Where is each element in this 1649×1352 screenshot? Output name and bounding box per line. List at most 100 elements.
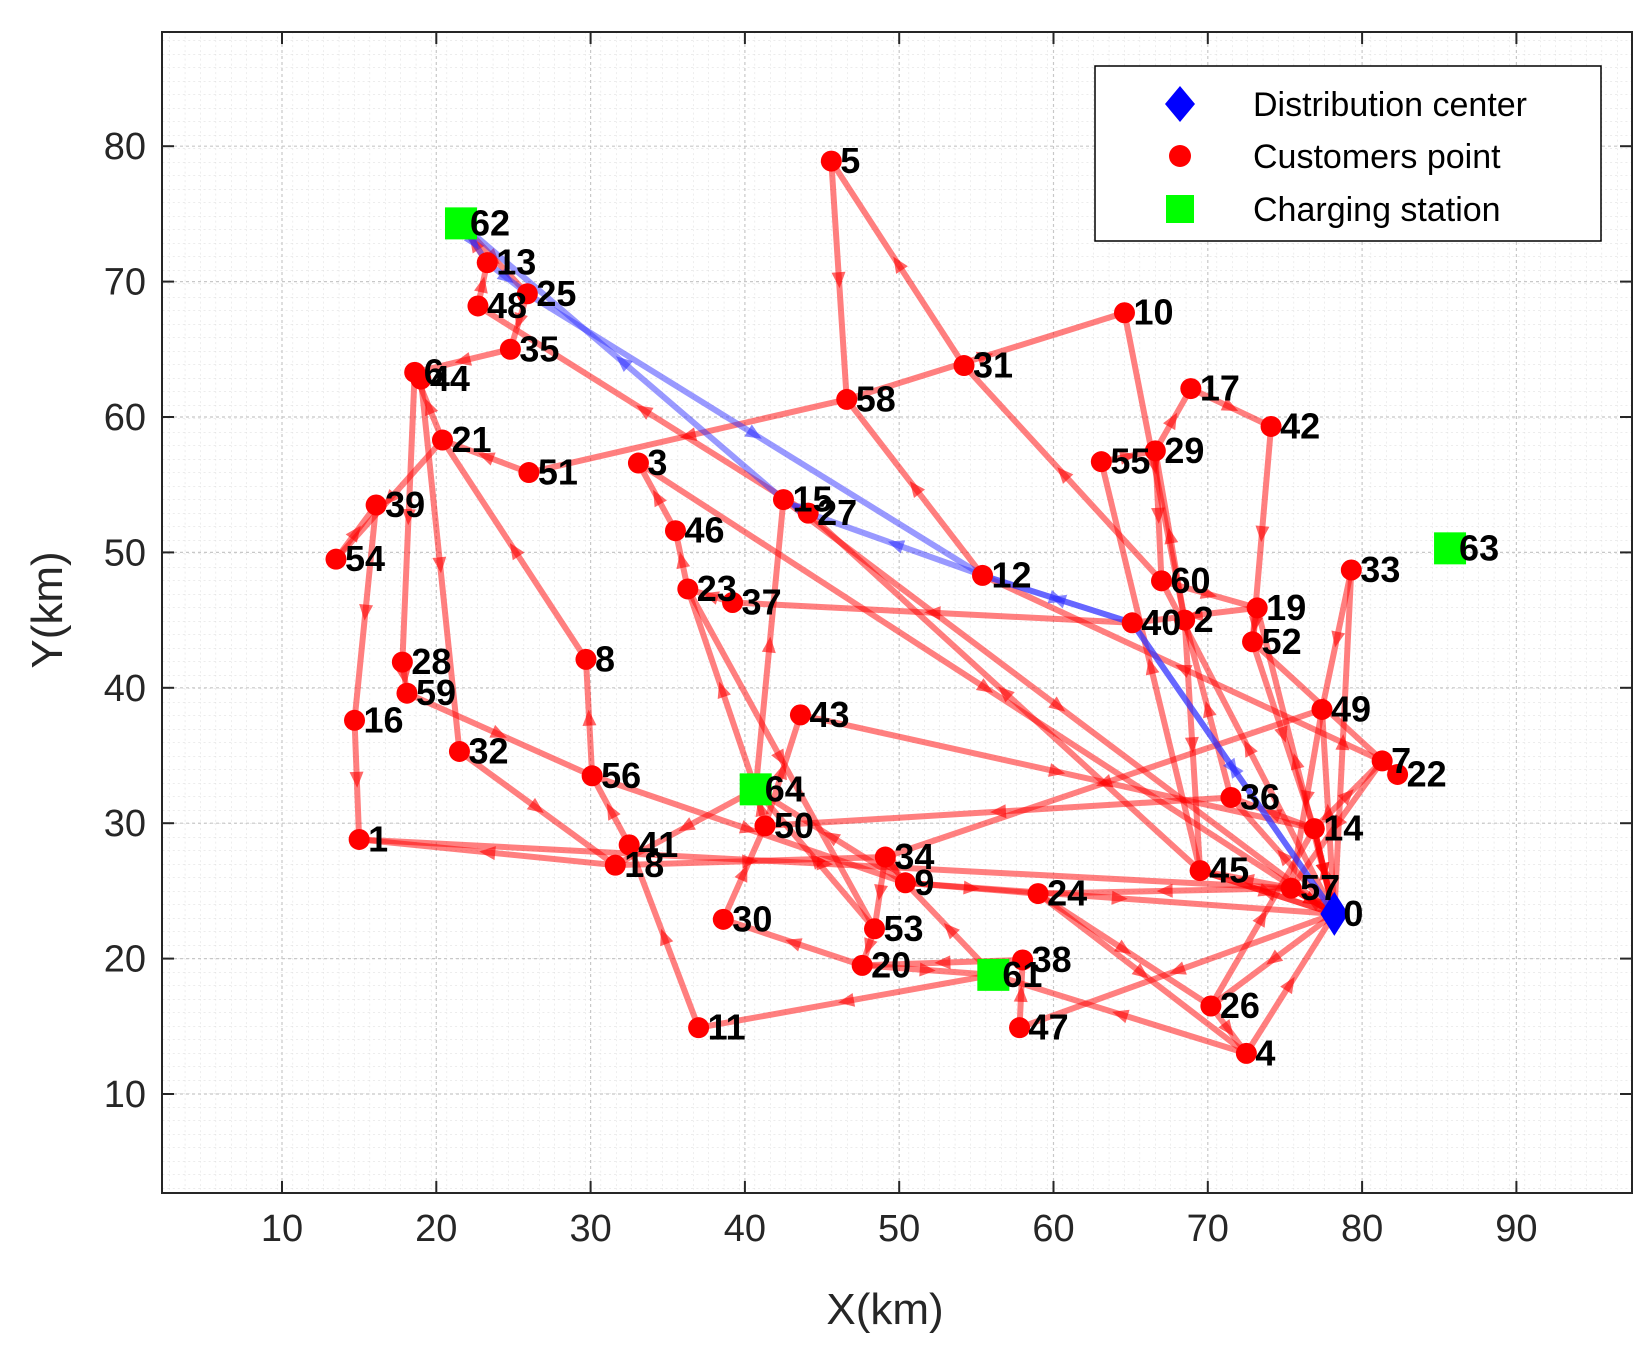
point-label-35: 35 <box>519 328 559 369</box>
customer-point-47 <box>1009 1017 1031 1039</box>
y-tick-label-20: 20 <box>104 939 146 981</box>
route-3-arrow-1 <box>1057 467 1074 484</box>
route-7-arrow-6 <box>514 311 528 330</box>
customer-point-51 <box>518 462 540 484</box>
point-label-32: 32 <box>468 730 508 771</box>
customer-point-34 <box>874 846 896 868</box>
route-6-arrow-2 <box>934 955 951 970</box>
route-5-arrow-8 <box>582 709 597 726</box>
point-label-26: 26 <box>1220 985 1260 1026</box>
y-axis-title: Y(km) <box>23 551 72 668</box>
point-label-22: 22 <box>1407 753 1447 794</box>
point-label-43: 43 <box>809 694 849 735</box>
customer-point-29 <box>1144 440 1166 462</box>
route-2-arrow-7 <box>1199 585 1218 599</box>
x-tick-label-10: 10 <box>261 1208 303 1250</box>
y-tick-label-50: 50 <box>104 532 146 574</box>
route-8-arrow-2 <box>874 883 889 901</box>
point-label-50: 50 <box>774 805 814 846</box>
route-8-arrow-3 <box>864 937 878 955</box>
route-1-arrow-5 <box>1220 397 1239 411</box>
route-8-arrow-4 <box>919 962 936 977</box>
point-label-42: 42 <box>1280 405 1320 446</box>
route-8-arrow-6 <box>823 831 842 847</box>
point-label-63: 63 <box>1459 527 1499 568</box>
point-label-1: 1 <box>368 818 388 859</box>
route-6-arrow-1 <box>1013 985 1028 1003</box>
customer-point-17 <box>1180 378 1202 400</box>
charging-station-63 <box>1434 532 1467 565</box>
customer-point-53 <box>864 918 886 940</box>
route-8-arrow-9 <box>653 489 667 508</box>
route-5-arrow-4 <box>1112 1009 1130 1024</box>
route-1-arrow-4 <box>1163 412 1178 431</box>
route-8-arrow-1 <box>1096 774 1114 788</box>
route-4-arrow-10 <box>349 771 364 788</box>
point-label-5: 5 <box>840 140 860 181</box>
customer-point-31 <box>953 355 975 377</box>
point-label-25: 25 <box>536 273 576 314</box>
route-4-arrow-3 <box>1175 664 1193 678</box>
route-1-arrow-2 <box>1203 701 1217 719</box>
route-7-arrow-12 <box>963 880 980 895</box>
customer-point-35 <box>499 338 521 360</box>
red-routes <box>333 158 1401 1057</box>
x-tick-label-60: 60 <box>1032 1208 1074 1250</box>
point-label-41: 41 <box>638 824 678 865</box>
customer-point-16 <box>344 709 366 731</box>
route-9 <box>684 496 1338 932</box>
customer-point-44 <box>410 368 432 390</box>
point-label-8: 8 <box>595 638 615 679</box>
point-label-61: 61 <box>1002 954 1042 995</box>
point-label-10: 10 <box>1133 292 1173 333</box>
route-9-arrow-1 <box>1186 607 1204 622</box>
route-4-arrow-4 <box>909 481 926 499</box>
route-5-arrow-10 <box>425 398 439 417</box>
point-label-34: 34 <box>894 836 934 877</box>
y-tick-label-80: 80 <box>104 126 146 168</box>
customer-point-42 <box>1260 415 1282 437</box>
customer-point-19 <box>1246 597 1268 619</box>
customer-point-7 <box>1371 750 1393 772</box>
point-label-49: 49 <box>1331 688 1371 729</box>
x-tick-label-30: 30 <box>569 1208 611 1250</box>
x-tick-label-20: 20 <box>415 1208 457 1250</box>
customer-point-57 <box>1280 877 1302 899</box>
point-label-51: 51 <box>538 452 578 493</box>
customer-point-49 <box>1311 698 1333 720</box>
route-4-arrow-6 <box>478 452 496 466</box>
route-5-arrow-6 <box>660 928 674 947</box>
customer-point-39 <box>365 494 387 516</box>
route-5-arrow-7 <box>606 803 621 821</box>
point-label-47: 47 <box>1029 1007 1069 1048</box>
route-6-arrow-0 <box>1169 961 1187 975</box>
route-5-arrow-2 <box>1113 939 1132 955</box>
customer-point-60 <box>1151 570 1173 592</box>
distribution-center <box>1320 891 1349 936</box>
point-label-29: 29 <box>1164 430 1204 471</box>
y-tick-label-40: 40 <box>104 668 146 710</box>
route-8-arrow-8 <box>676 552 691 570</box>
y-tick-label-30: 30 <box>104 803 146 845</box>
point-label-31: 31 <box>973 345 1013 386</box>
customer-point-23 <box>677 578 699 600</box>
x-tick-label-80: 80 <box>1341 1208 1383 1250</box>
point-label-7: 7 <box>1391 740 1411 781</box>
route-0-arrow-4 <box>616 356 633 373</box>
route-3-arrow-2 <box>893 256 908 274</box>
customer-point-21 <box>431 429 453 451</box>
point-label-64: 64 <box>765 768 805 809</box>
point-label-0: 0 <box>1343 893 1363 934</box>
route-2-arrow-5 <box>1119 450 1137 465</box>
point-label-44: 44 <box>430 358 470 399</box>
legend-label-distribution-center: Distribution center <box>1253 86 1527 124</box>
route-6-arrow-6 <box>1048 763 1066 777</box>
route-8-arrow-7 <box>717 681 731 699</box>
point-label-9: 9 <box>914 862 934 903</box>
customer-point-38 <box>1012 949 1034 971</box>
point-label-12: 12 <box>992 554 1032 595</box>
route-2-arrow-9 <box>1274 725 1288 743</box>
point-label-48: 48 <box>487 285 527 326</box>
route-4-arrow-1 <box>1252 910 1267 928</box>
